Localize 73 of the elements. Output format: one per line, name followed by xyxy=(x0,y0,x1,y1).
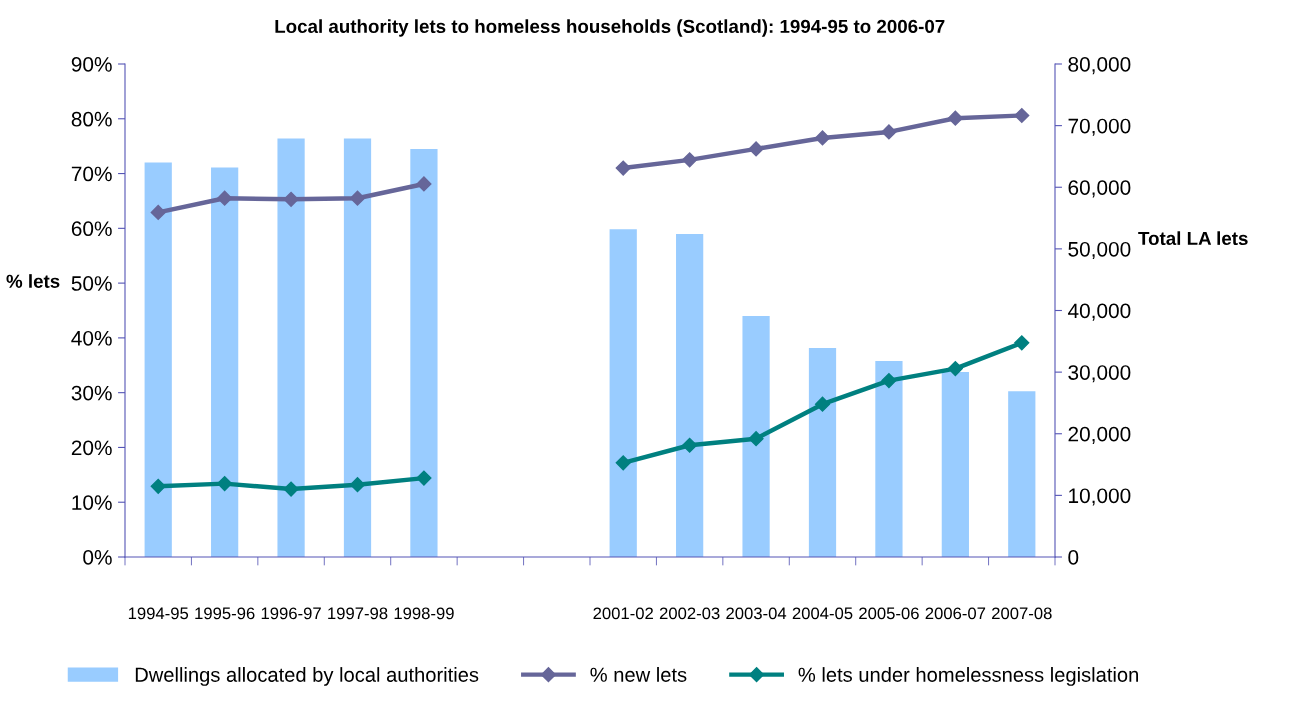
point xyxy=(615,455,631,471)
bar xyxy=(941,372,969,557)
point xyxy=(217,476,233,492)
bar xyxy=(609,229,637,557)
point xyxy=(615,160,631,176)
point xyxy=(748,431,764,447)
bar xyxy=(211,167,239,557)
y2-tick-label: 70,000 xyxy=(1068,118,1131,136)
point xyxy=(881,373,897,389)
point xyxy=(283,481,299,497)
y-tick-label: 40% xyxy=(71,330,112,346)
point xyxy=(814,130,831,146)
point xyxy=(947,110,963,126)
point xyxy=(150,478,166,494)
bar xyxy=(410,149,438,557)
y-tick-label: 10% xyxy=(72,495,112,510)
x-tick-label: 2001-02 xyxy=(593,607,653,620)
point xyxy=(416,470,432,486)
x-tick-label: 2005-06 xyxy=(859,607,919,620)
y2-tick-label: 30,000 xyxy=(1068,365,1131,383)
bar xyxy=(144,162,172,557)
y2-tick-label: 40,000 xyxy=(1067,303,1131,321)
point xyxy=(1014,107,1030,124)
bar xyxy=(875,361,903,557)
point xyxy=(283,191,299,207)
y-tick-label: 0% xyxy=(83,550,112,565)
legend-label: % lets under homelessness legislation xyxy=(798,667,1138,686)
y2-tick-label: 80,000 xyxy=(1068,57,1131,75)
bar xyxy=(277,138,305,557)
x-tick-label: 2003-04 xyxy=(726,607,787,620)
x-tick-label: 1994-95 xyxy=(128,607,189,620)
x-tick-label: 1998-99 xyxy=(394,607,454,620)
y-tick-label: 20% xyxy=(71,440,112,456)
bar xyxy=(1008,391,1036,557)
point xyxy=(349,477,366,493)
point xyxy=(748,141,764,157)
x-tick-label: 1995-96 xyxy=(195,607,255,620)
legend-label: % new lets xyxy=(590,667,687,682)
y-tick-label: 90% xyxy=(71,57,112,72)
point xyxy=(217,190,233,206)
y2-axis-title: Total LA lets xyxy=(1138,231,1248,246)
point xyxy=(814,396,831,412)
point xyxy=(349,190,366,206)
point xyxy=(947,360,963,377)
y2-tick-label: 20,000 xyxy=(1068,426,1131,444)
y2-tick-label: 60,000 xyxy=(1068,180,1131,198)
x-tick-label: 2002-03 xyxy=(659,607,720,620)
x-tick-label: 1996-97 xyxy=(261,607,321,620)
point xyxy=(1014,335,1030,351)
x-tick-label: 2006-07 xyxy=(925,607,986,620)
bar xyxy=(808,348,837,557)
point xyxy=(416,176,432,192)
x-tick-label: 1997-98 xyxy=(328,607,388,620)
x-tick-label: 2004-05 xyxy=(792,607,853,620)
y2-tick-label: 0 xyxy=(1068,550,1079,565)
bar xyxy=(343,138,372,557)
y-tick-label: 30% xyxy=(71,385,112,401)
point xyxy=(682,152,698,168)
y-tick-label: 80% xyxy=(71,111,112,127)
bar xyxy=(742,316,770,557)
point xyxy=(682,437,698,453)
point xyxy=(881,124,897,140)
y2-tick-label: 10,000 xyxy=(1069,488,1131,506)
y-axis-title: % lets xyxy=(6,274,60,288)
y-tick-label: 50% xyxy=(71,276,112,291)
y2-tick-label: 50,000 xyxy=(1068,241,1131,260)
x-tick-label: 2007-08 xyxy=(992,607,1052,620)
y-tick-label: 70% xyxy=(71,166,112,182)
point xyxy=(150,204,166,221)
chart-title: Local authority lets to homeless households (Scotland): 1994-95 to 2006-07 xyxy=(275,19,945,37)
legend-label: Dwellings allocated by local authorities xyxy=(135,667,479,686)
bar xyxy=(676,234,704,557)
y-tick-label: 60% xyxy=(71,221,112,237)
